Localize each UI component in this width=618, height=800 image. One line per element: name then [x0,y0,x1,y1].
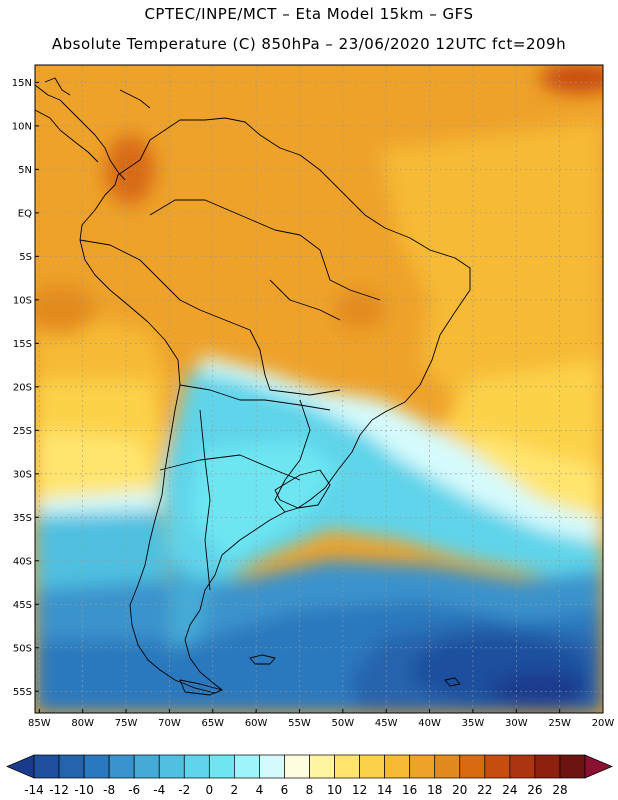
colorbar-swatch [83,754,110,779]
colorbar-tick-label: 10 [327,783,342,797]
colorbar-under-triangle [6,754,35,779]
colorbar-swatch [359,754,385,779]
latitude-label: 5N [18,165,32,176]
colorbar-swatch [334,754,360,779]
longitude-label: 50W [332,718,355,729]
colorbar-swatch [459,754,486,779]
colorbar: -14 -12 -10 -8 -6 -4 -2 0 2 4 6 8 10 12 14 16 18 20 22 24 26… [6,754,613,797]
colorbar-tick-label: 22 [477,783,492,797]
latitude-label: 5S [19,252,32,263]
longitude-label: 35W [462,718,485,729]
colorbar-swatch [33,754,60,779]
longitude-label: 75W [115,718,138,729]
longitude-label: 85W [28,718,51,729]
colorbar-swatch [559,754,586,779]
latitude-label: 10S [13,295,32,306]
longitude-label: 45W [375,718,398,729]
colorbar-swatch [309,754,335,779]
colorbar-swatch [234,754,260,779]
colorbar-swatch [133,754,160,779]
colorbar-tick-label: 6 [281,783,289,797]
colorbar-tick-label: -10 [74,783,94,797]
coastlines [35,77,471,696]
colorbar-swatch [409,754,436,779]
colorbar-swatch [384,754,411,779]
longitude-label: 55W [288,718,311,729]
colorbar-tick-label: 12 [352,783,367,797]
colorbar-tick-label: 4 [256,783,264,797]
chart-title-line-2: Absolute Temperature (C) 850hPa – 23/06/… [51,35,567,53]
longitude-label: 70W [158,718,181,729]
longitude-label: 65W [201,718,224,729]
latitude-label: 15S [13,339,32,350]
colorbar-tick-label: -14 [24,783,44,797]
longitude-label: 25W [548,718,571,729]
latitude-label: 25S [13,426,32,437]
colorbar-tick-label: 8 [306,783,314,797]
latitude-label: 20S [13,382,32,393]
latitude-label: 15N [12,78,32,89]
graticule [35,65,603,713]
longitude-labels: 85W 80W 75W 70W 65W 60W 55W 50W 45W 40W 35W 30W 25W 2… [28,709,614,729]
colorbar-swatch [108,754,135,779]
map-frame [34,64,604,714]
colorbar-tick-label: 2 [231,783,239,797]
colorbar-swatch [158,754,185,779]
colorbar-swatch [284,754,310,779]
colorbar-tick-label: 18 [427,783,442,797]
latitude-labels: 15N 10N 5N EQ 5S 10S 15S 20S 25S 30S 35S 40S 45S 50S 5… [12,78,39,698]
latitude-label: EQ [18,208,32,219]
colorbar-swatch [534,754,561,779]
longitude-label: 60W [245,718,268,729]
latitude-label: 35S [13,513,32,524]
temperature-map: 15N 10N 5N EQ 5S 10S 15S 20S 25S 30S 35S 40S 45S 50S 5… [12,64,614,729]
colorbar-swatch [259,754,285,779]
latitude-label: 55S [13,687,32,698]
longitude-label: 40W [418,718,441,729]
colorbar-tick-label: 28 [552,783,567,797]
colorbar-tick-label: 20 [452,783,467,797]
colorbar-tick-label: -12 [49,783,69,797]
colorbar-tick-label: 0 [205,783,213,797]
colorbar-over-triangle [584,754,613,779]
colorbar-swatch [58,754,85,779]
colorbar-tick-label: -6 [128,783,140,797]
longitude-label: 80W [71,718,94,729]
colorbar-tick-label: -8 [103,783,115,797]
temperature-field [35,65,603,713]
latitude-label: 40S [13,556,32,567]
latitude-label: 30S [13,469,32,480]
colorbar-tick-label: 26 [527,783,542,797]
colorbar-tick-label: -4 [153,783,165,797]
colorbar-tick-label: 16 [402,783,417,797]
colorbar-swatch [183,754,210,779]
latitude-label: 45S [13,600,32,611]
colorbar-swatch [484,754,511,779]
colorbar-swatch [208,754,235,779]
colorbar-tick-label: 14 [377,783,392,797]
latitude-label: 50S [13,643,32,654]
colorbar-tick-label: -2 [178,783,190,797]
chart-title-line-1: CPTEC/INPE/MCT – Eta Model 15km – GFS [144,5,474,23]
colorbar-swatch [434,754,461,779]
latitude-label: 10N [12,121,32,132]
longitude-label: 30W [505,718,528,729]
colorbar-tick-label: 24 [502,783,517,797]
colorbar-swatch [509,754,536,779]
longitude-label: 20W [592,718,615,729]
